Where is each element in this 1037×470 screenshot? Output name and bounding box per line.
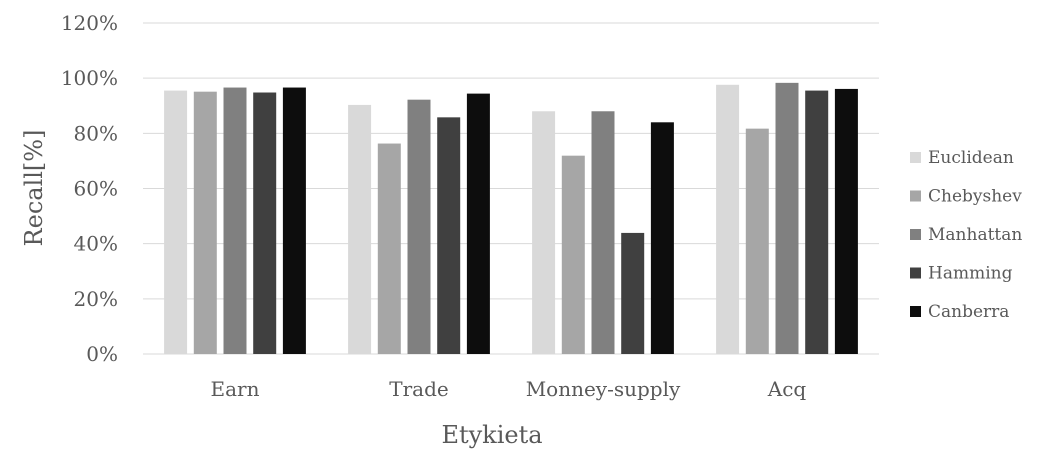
- bar-chebyshev-trade: [377, 143, 401, 354]
- x-category-label: Earn: [211, 377, 260, 401]
- bar-canberra-monney-supply: [650, 122, 674, 354]
- legend-swatch: [910, 229, 921, 240]
- y-tick-label: 0%: [86, 342, 118, 366]
- bar-canberra-acq: [834, 88, 858, 354]
- bar-euclidean-monney-supply: [532, 111, 556, 355]
- bar-manhattan-trade: [407, 99, 431, 354]
- legend-swatch: [910, 267, 921, 279]
- bar-manhattan-monney-supply: [591, 111, 615, 355]
- x-category-label: Trade: [389, 377, 448, 401]
- legend: Euclidean Chebyshev Manhattan Hamming Canber…: [910, 148, 1022, 322]
- y-axis-ticks: 0% 20% 40% 60% 80% 100% 120%: [61, 11, 118, 366]
- legend-label: Manhattan: [928, 225, 1022, 245]
- bar-chebyshev-acq: [745, 128, 769, 354]
- y-axis-title: Recall[%]: [20, 130, 48, 247]
- bar-hamming-trade: [437, 117, 461, 355]
- bar-euclidean-trade: [348, 104, 372, 354]
- y-tick-label: 40%: [74, 232, 118, 256]
- y-tick-label: 100%: [61, 66, 118, 90]
- legend-label: Hamming: [928, 264, 1013, 284]
- bar-canberra-earn: [282, 87, 306, 355]
- bar-chebyshev-monney-supply: [561, 155, 585, 354]
- bar-chebyshev-earn: [193, 91, 217, 355]
- bar-manhattan-acq: [775, 82, 799, 354]
- legend-label: Chebyshev: [928, 187, 1022, 207]
- legend-swatch: [910, 306, 921, 317]
- y-tick-label: 20%: [74, 287, 118, 311]
- legend-swatch: [910, 190, 921, 202]
- bar-hamming-monney-supply: [621, 232, 645, 354]
- bars: [164, 82, 858, 355]
- x-axis-categories: Earn Trade Monney-supply Acq: [211, 377, 807, 401]
- bar-euclidean-acq: [716, 84, 740, 354]
- bar-euclidean-earn: [164, 90, 188, 355]
- bar-hamming-acq: [805, 90, 829, 355]
- y-tick-label: 60%: [74, 177, 118, 201]
- bar-hamming-earn: [253, 92, 277, 354]
- y-tick-label: 120%: [61, 11, 118, 35]
- x-category-label: Monney-supply: [526, 377, 681, 401]
- legend-label: Canberra: [928, 302, 1009, 322]
- bar-canberra-trade: [466, 93, 490, 354]
- y-tick-label: 80%: [74, 121, 118, 145]
- legend-label: Euclidean: [928, 148, 1014, 168]
- x-axis-title: Etykieta: [441, 421, 542, 449]
- x-category-label: Acq: [767, 377, 807, 401]
- legend-swatch: [910, 152, 921, 163]
- bar-manhattan-earn: [223, 87, 247, 355]
